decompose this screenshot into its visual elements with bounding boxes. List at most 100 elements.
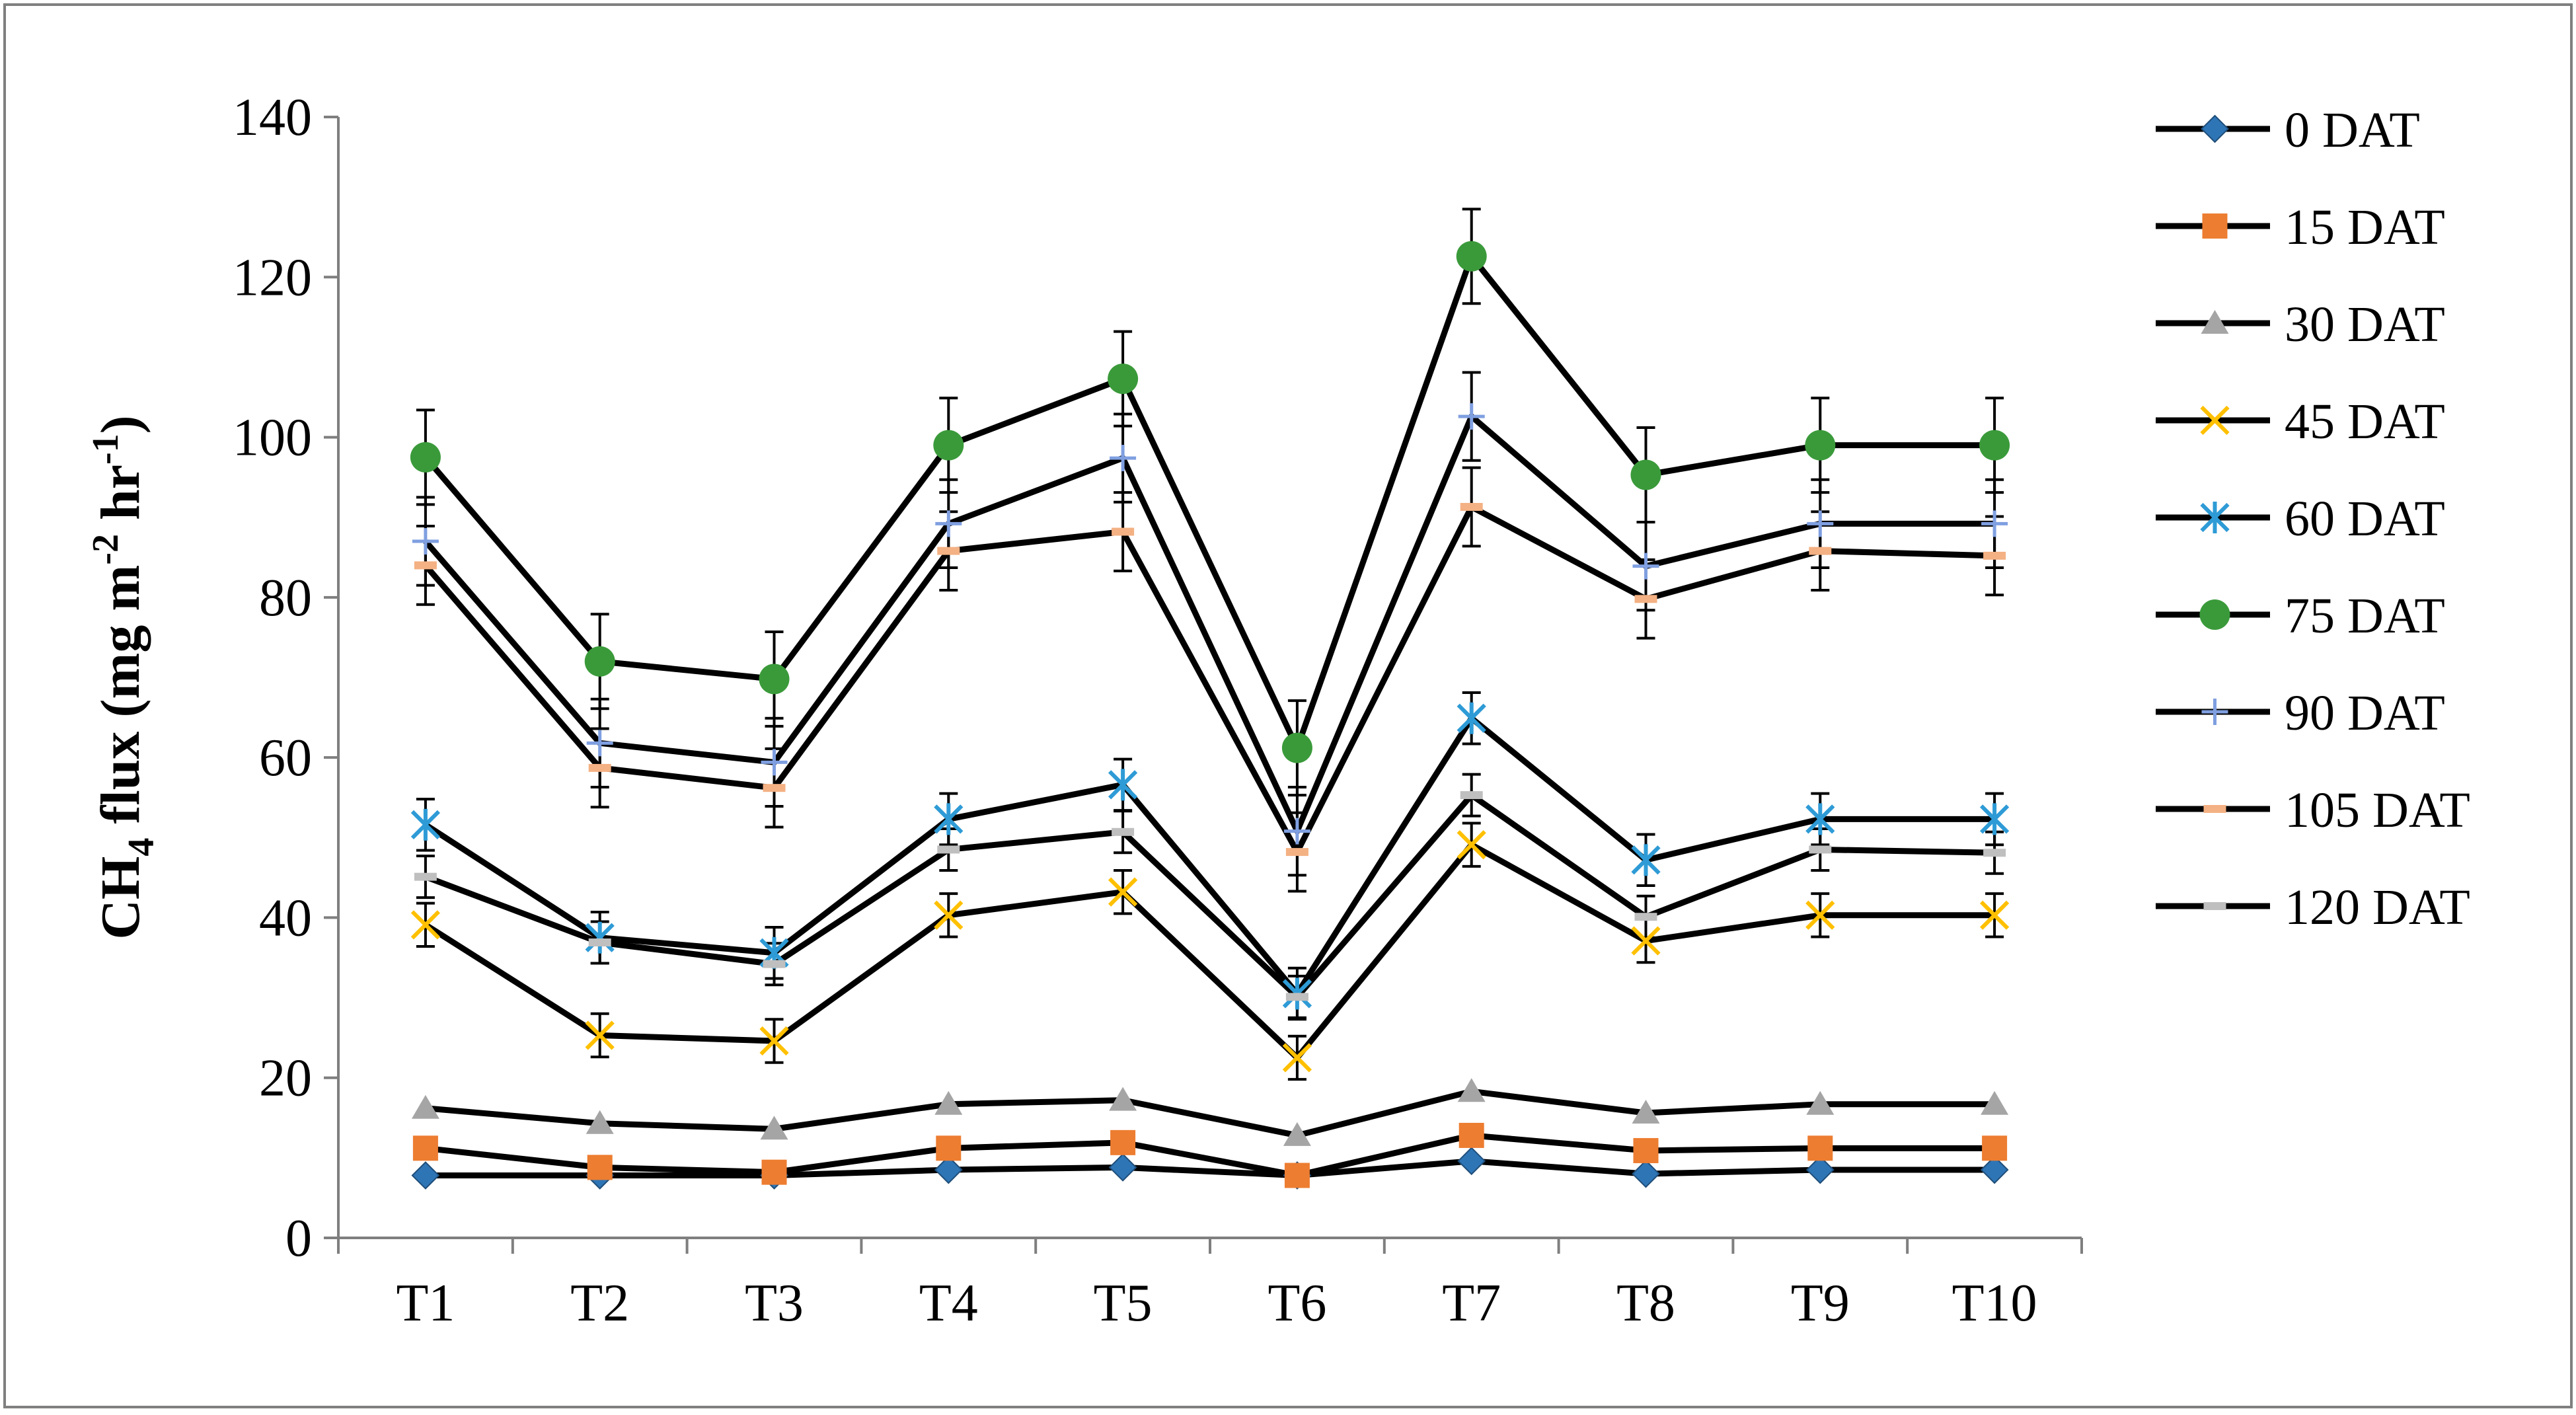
point-120-dat — [1983, 849, 2006, 857]
point-45-dat-stroke — [1805, 900, 1835, 930]
point-45-dat-stroke — [1979, 900, 2010, 930]
legend-marker — [2203, 805, 2226, 813]
point-15-dat — [1458, 1122, 1484, 1148]
point-45-dat-stroke — [1631, 926, 1661, 956]
point-75-dat — [1281, 732, 1312, 763]
point-30-dat — [1632, 1100, 1660, 1124]
point-90-dat — [1110, 445, 1137, 472]
chart-border — [3, 3, 2573, 1408]
point-30-dat — [411, 1094, 439, 1119]
y-axis-label: CH4 flux (mg m-2 hr-1) — [85, 415, 162, 939]
point-60-dat — [1457, 702, 1486, 734]
point-45-dat — [1108, 877, 1138, 907]
point-75-dat — [759, 664, 790, 695]
point-120-dat — [588, 938, 611, 946]
point-45-dat-stroke — [410, 910, 441, 940]
point-45-dat-stroke — [1282, 1043, 1312, 1073]
point-75-dat — [1108, 363, 1139, 395]
point-45-dat — [934, 900, 964, 930]
point-0-dat — [1632, 1159, 1660, 1188]
point-30-dat — [760, 1116, 788, 1140]
point-90-dat — [1283, 818, 1310, 845]
point-30-dat — [1109, 1087, 1137, 1111]
point-0-dat — [1980, 1155, 2009, 1184]
point-90-dat — [1807, 510, 1834, 537]
point-45-dat — [1457, 830, 1486, 860]
x-tick-label: T3 — [745, 1274, 804, 1332]
y-axis-label-part: -1 — [85, 434, 126, 465]
point-45-dat — [1282, 1043, 1312, 1073]
legend-marker — [2201, 699, 2228, 725]
point-15-dat — [1110, 1129, 1136, 1155]
point-45-dat — [1631, 926, 1661, 956]
point-120-dat — [1285, 993, 1308, 1001]
y-axis-label-part: ) — [90, 415, 151, 434]
point-120-dat — [1112, 827, 1135, 836]
series-line-30-dat — [425, 1088, 1995, 1139]
point-75-dat — [1630, 459, 1661, 490]
legend-label: 45 DAT — [2285, 394, 2445, 449]
point-0-dat — [1108, 1153, 1137, 1182]
legend-item-75-dat: 75 DAT — [2156, 588, 2445, 644]
x-tick-label: T6 — [1268, 1274, 1326, 1332]
legend-item-15-dat: 15 DAT — [2156, 200, 2445, 255]
legend-label: 15 DAT — [2285, 200, 2445, 255]
point-15-dat — [1807, 1135, 1833, 1161]
legend-marker — [2203, 902, 2226, 910]
point-60-dat — [1108, 769, 1138, 801]
point-120-dat — [763, 960, 786, 968]
point-75-dat — [410, 441, 441, 473]
point-45-dat — [410, 910, 441, 940]
y-axis-label-part: 4 — [121, 838, 162, 857]
point-60-dat — [585, 921, 615, 954]
y-axis-label-part: hr — [90, 465, 151, 534]
point-105-dat — [414, 561, 437, 570]
legend-marker — [2200, 405, 2230, 436]
point-105-dat — [1809, 547, 1832, 555]
point-75-dat — [1979, 430, 2010, 461]
series-line-0-dat — [425, 1158, 1995, 1179]
point-15-dat — [936, 1135, 962, 1161]
point-30-dat — [1806, 1090, 1835, 1115]
point-120-dat — [1809, 845, 1832, 854]
y-tick-label: 0 — [285, 1209, 312, 1268]
point-45-dat-stroke — [1108, 877, 1138, 907]
point-15-dat — [761, 1159, 787, 1185]
point-120-dat — [1460, 791, 1483, 800]
legend-marker — [2202, 213, 2228, 239]
point-90-dat — [1458, 403, 1485, 430]
series-line-15-dat — [425, 1132, 1995, 1179]
x-tick-label: T4 — [919, 1274, 978, 1332]
point-30-dat — [586, 1110, 614, 1134]
legend-marker — [2201, 310, 2229, 334]
point-45-dat — [585, 1020, 615, 1050]
legend: 0 DAT 15 DAT 30 DAT 45 DAT 60 DAT 75 DAT 90 DA… — [2156, 102, 2470, 935]
series-lines — [423, 253, 1995, 1179]
point-45-dat — [1979, 900, 2010, 930]
point-15-dat — [412, 1135, 438, 1161]
series-line-75-dat — [423, 253, 1995, 751]
legend-item-30-dat: 30 DAT — [2156, 297, 2445, 352]
legend-item-120-dat: 120 DAT — [2156, 880, 2470, 935]
point-45-dat-stroke — [585, 1020, 615, 1050]
point-90-dat — [1981, 510, 2008, 537]
legend-label: 90 DAT — [2285, 685, 2445, 741]
x-tick-label: T5 — [1094, 1274, 1153, 1332]
x-tick-label: T8 — [1616, 1274, 1675, 1332]
point-105-dat — [1634, 595, 1657, 603]
point-90-dat — [586, 730, 613, 757]
point-75-dat — [1805, 430, 1836, 461]
point-60-dat — [934, 803, 964, 835]
y-tick-label: 60 — [259, 729, 312, 787]
axes: 0 20 40 60 80 100 120 140 T1 T2 T3 T4 T5 T6 T7 T8 T9 T10 — [233, 89, 2083, 1332]
point-0-dat — [1805, 1155, 1835, 1184]
y-tick-label: 140 — [233, 89, 312, 147]
point-30-dat — [1981, 1090, 2009, 1115]
point-60-dat — [1805, 803, 1835, 835]
point-105-dat — [763, 784, 786, 792]
y-tick-label: 20 — [259, 1050, 312, 1108]
x-tick-label: T7 — [1442, 1274, 1501, 1332]
point-120-dat — [414, 872, 437, 881]
